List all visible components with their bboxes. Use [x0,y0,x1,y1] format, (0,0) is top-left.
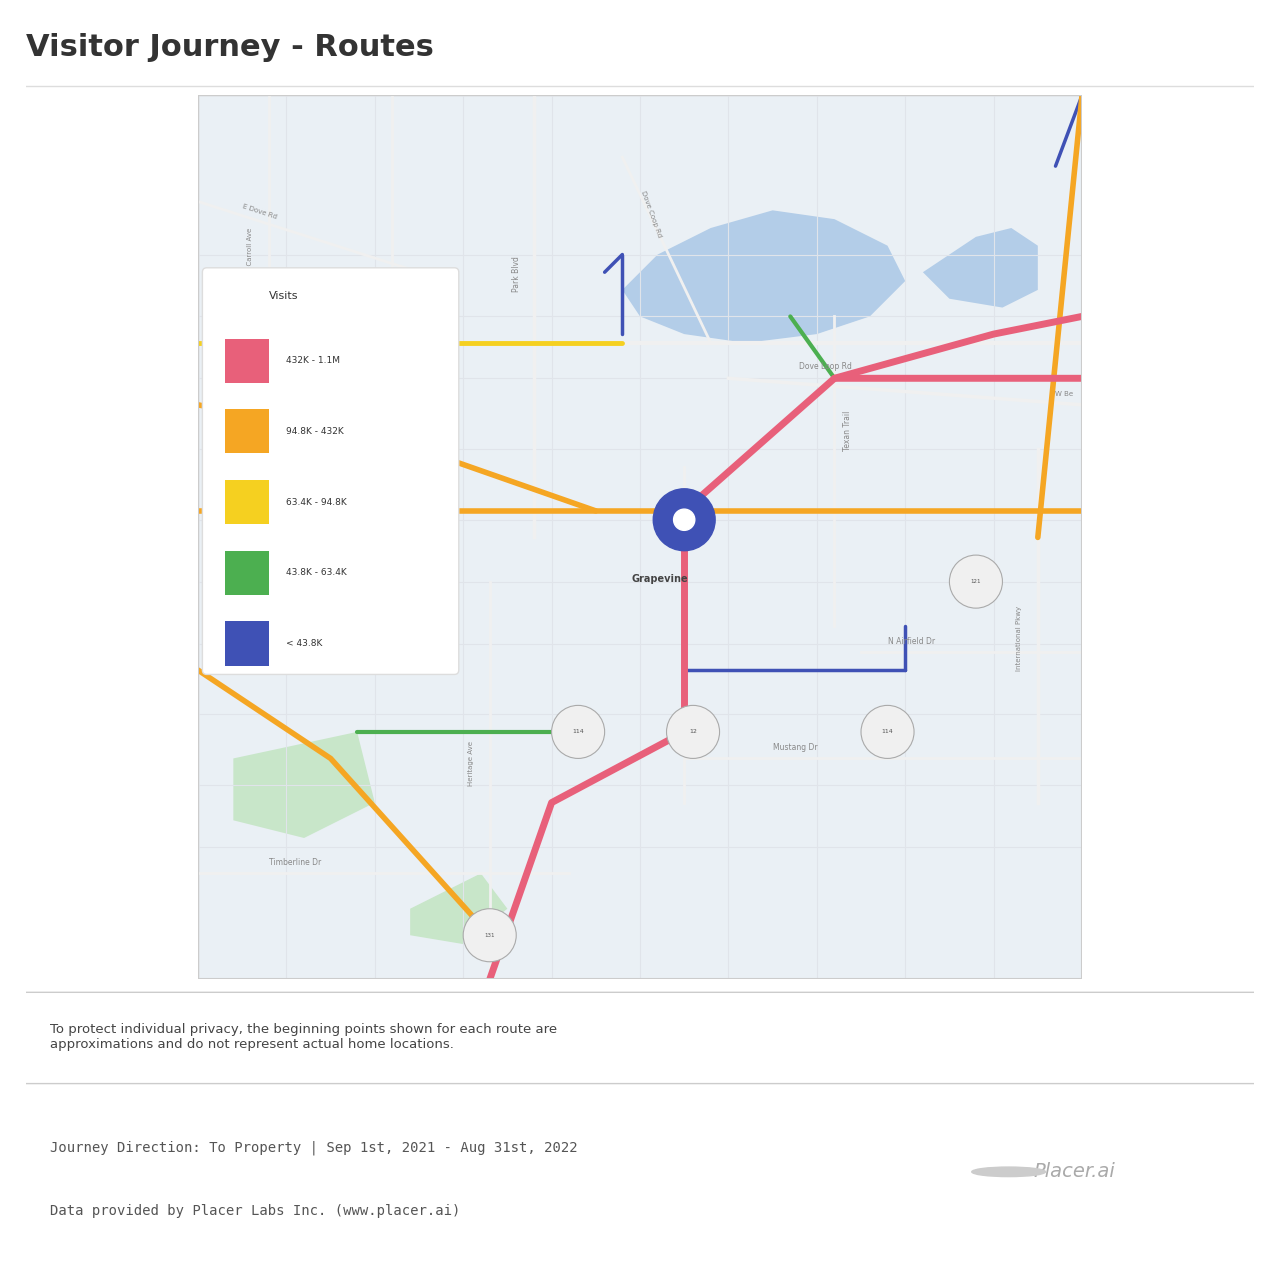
Text: Visits: Visits [269,291,298,300]
Circle shape [950,555,1002,608]
Circle shape [667,706,719,758]
Polygon shape [923,228,1038,308]
Text: 131: 131 [484,932,495,937]
Circle shape [552,706,604,758]
Text: Grapevine: Grapevine [631,574,687,584]
FancyBboxPatch shape [13,992,1267,1084]
Text: N Airfield Dr: N Airfield Dr [887,636,934,645]
Text: Heritage Ave: Heritage Ave [467,742,474,786]
Text: Visitor Journey - Routes: Visitor Journey - Routes [26,33,434,62]
Polygon shape [233,731,375,838]
Text: Journey Direction: To Property | Sep 1st, 2021 - Aug 31st, 2022: Journey Direction: To Property | Sep 1st… [50,1140,577,1155]
Polygon shape [233,520,321,590]
Bar [224,622,269,665]
Bar [224,551,269,595]
Polygon shape [671,529,698,551]
Text: Mustang Dr: Mustang Dr [773,743,817,752]
Text: outhlake: outhlake [207,486,243,495]
Text: Data provided by Placer Labs Inc. (www.placer.ai): Data provided by Placer Labs Inc. (www.p… [50,1203,461,1217]
Text: N Carroll Ave: N Carroll Ave [247,228,252,273]
Text: Dove Loop Rd: Dove Loop Rd [799,363,852,371]
Text: Dove Coop Rd: Dove Coop Rd [640,190,663,238]
Bar [224,480,269,524]
Text: Dove Rd: Dove Rd [419,327,454,336]
Circle shape [861,706,914,758]
Text: < 43.8K: < 43.8K [287,639,323,647]
Text: 432K - 1.1M: 432K - 1.1M [287,356,340,365]
Polygon shape [622,210,905,343]
Text: 114: 114 [882,729,893,734]
Bar [224,410,269,453]
Text: 12: 12 [689,729,698,734]
Polygon shape [410,874,507,944]
Text: 121: 121 [970,579,982,584]
Text: W Be: W Be [1056,391,1074,397]
Circle shape [463,908,516,962]
Circle shape [673,509,695,530]
Text: Timberline Dr: Timberline Dr [269,857,321,866]
Text: 43.8K - 63.4K: 43.8K - 63.4K [287,569,347,577]
Circle shape [972,1168,1046,1177]
Text: International Pkwy: International Pkwy [1016,605,1021,672]
Text: Park Blvd: Park Blvd [512,256,521,291]
Text: Kimball Ave: Kimball Ave [370,276,376,318]
Text: 63.4K - 94.8K: 63.4K - 94.8K [287,497,347,506]
Bar [224,338,269,383]
Circle shape [653,488,716,551]
Text: Texan Trail: Texan Trail [844,411,852,452]
FancyBboxPatch shape [202,268,458,674]
Text: E Southlake Blvd: E Southlake Blvd [330,495,396,504]
Text: To protect individual privacy, the beginning points shown for each route are
app: To protect individual privacy, the begin… [50,1023,557,1051]
Text: Placer.ai: Placer.ai [1033,1163,1115,1182]
Text: E Dove Rd: E Dove Rd [242,204,278,220]
Text: 94.8K - 432K: 94.8K - 432K [287,427,344,436]
Text: 114: 114 [572,729,584,734]
